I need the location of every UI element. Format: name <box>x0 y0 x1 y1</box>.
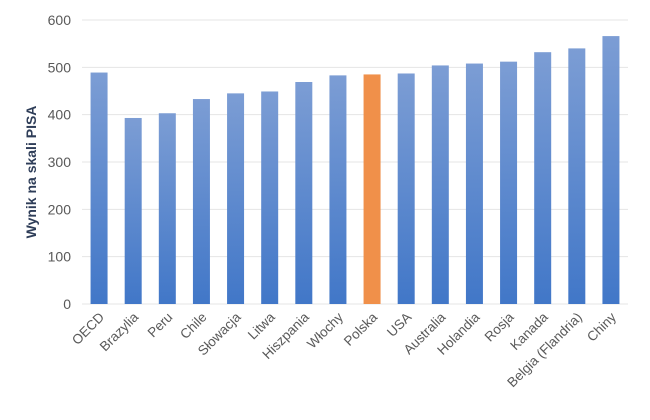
y-axis-label: Wynik na skali PISA <box>23 106 39 239</box>
bar-brazylia <box>124 117 142 304</box>
y-tick-label: 300 <box>48 154 72 170</box>
bars <box>90 36 620 305</box>
y-tick-label: 100 <box>48 249 72 265</box>
bar-holandia <box>465 63 483 305</box>
y-tick-label: 500 <box>48 59 72 75</box>
x-tick-label: Brazylia <box>97 309 142 354</box>
bar-włochy <box>329 75 347 304</box>
x-tick-label: Peru <box>145 310 176 341</box>
bar-chile <box>192 99 210 305</box>
y-tick-label: 200 <box>48 201 72 217</box>
bar-słowacja <box>227 93 245 304</box>
bar-chiny <box>602 36 620 305</box>
y-tick-label: 600 <box>48 12 72 28</box>
x-tick-label: Włochy <box>304 309 346 351</box>
bar-peru <box>158 113 176 304</box>
x-tick-label: Polska <box>341 309 381 349</box>
bar-australia <box>431 65 449 304</box>
bar-litwa <box>261 91 279 305</box>
bar-rosja <box>500 61 518 304</box>
x-tick-label: USA <box>384 310 414 340</box>
bar-usa <box>397 73 415 304</box>
bar-belgia-flandria <box>568 48 586 305</box>
y-axis-tick-labels: 0 100 200 300 400 500 600 <box>48 12 72 312</box>
x-tick-label: Chiny <box>584 309 619 344</box>
bar-polska <box>363 74 381 304</box>
y-tick-label: 0 <box>63 296 71 312</box>
bar-kanada <box>534 52 552 304</box>
y-tick-label: 400 <box>48 107 72 123</box>
bar-hiszpania <box>295 82 313 304</box>
bar-oecd <box>90 72 108 304</box>
